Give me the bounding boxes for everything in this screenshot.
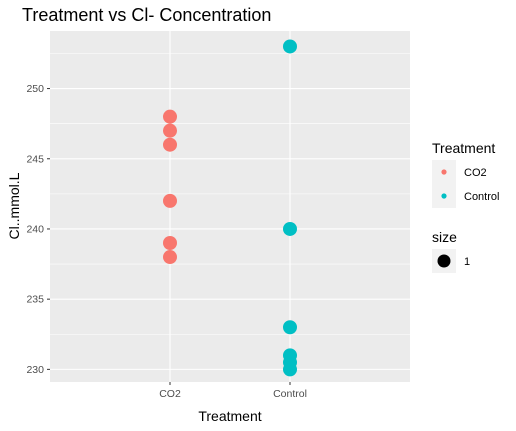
y-tick-label: 245 — [26, 153, 44, 165]
y-axis-title: Cl..mmol.L — [6, 172, 22, 239]
data-point — [163, 193, 177, 208]
y-tick-label: 230 — [26, 364, 44, 376]
x-axis: CO2 Control — [159, 382, 307, 400]
legend-title: Treatment — [432, 140, 495, 156]
legend-key-point — [441, 169, 447, 175]
chart-title: Treatment vs Cl- Concentration — [22, 5, 271, 25]
x-tick-label: Control — [273, 388, 307, 400]
y-axis: 230 235 240 245 250 — [26, 83, 50, 376]
y-tick-label: 235 — [26, 294, 44, 306]
data-point — [283, 362, 297, 377]
data-point — [163, 109, 177, 124]
data-point — [163, 236, 177, 251]
data-point — [163, 137, 177, 152]
data-point — [283, 221, 297, 236]
data-point — [163, 250, 177, 265]
y-tick-label: 240 — [26, 223, 44, 235]
x-axis-title: Treatment — [198, 408, 261, 424]
x-tick-label: CO2 — [159, 388, 181, 400]
legend: Treatment CO2 Control size 1 — [432, 140, 499, 273]
legend-label: CO2 — [464, 167, 487, 179]
legend-label: 1 — [464, 256, 470, 268]
grid-minor — [50, 53, 410, 335]
legend-title: size — [432, 229, 457, 245]
legend-label: Control — [464, 191, 499, 203]
data-point — [283, 320, 297, 335]
y-tick-label: 250 — [26, 83, 44, 95]
legend-key-point — [437, 254, 451, 268]
legend-key-point — [441, 193, 447, 199]
plot-panel — [50, 31, 410, 382]
data-points — [163, 39, 297, 377]
data-point — [163, 123, 177, 138]
data-point — [283, 39, 297, 54]
